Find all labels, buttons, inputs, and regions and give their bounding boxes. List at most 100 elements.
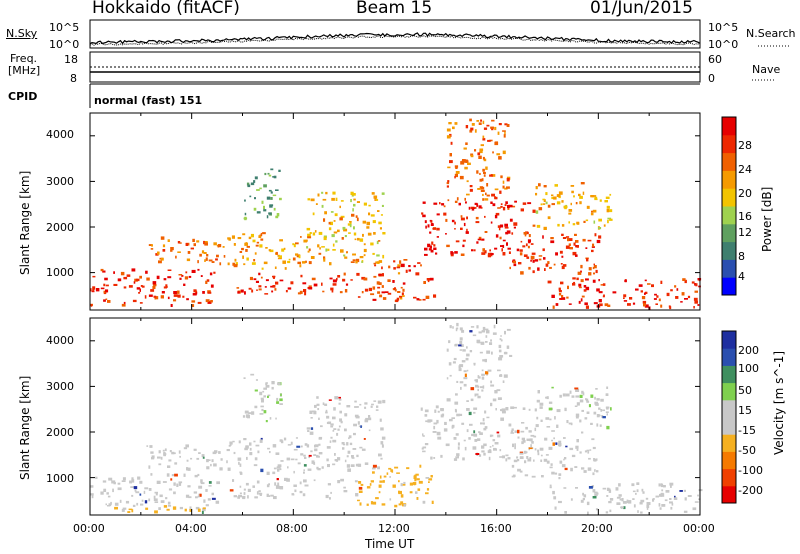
data-cell-5: [341, 237, 344, 240]
data-cell-1: [163, 452, 166, 456]
data-cell-10: [640, 499, 645, 503]
data-cell-9: [593, 263, 595, 266]
data-cell-0: [117, 278, 122, 282]
data-cell-7: [424, 247, 428, 251]
data-cell-7: [486, 416, 490, 419]
data-cell-7: [528, 447, 533, 450]
data-cell-9: [542, 235, 544, 239]
data-cell-7: [466, 228, 468, 232]
data-cell-10: [643, 303, 646, 307]
data-cell-7: [482, 248, 485, 252]
data-cell-10: [642, 300, 647, 304]
data-cell-0: [131, 479, 135, 483]
data-cell-7: [525, 426, 528, 430]
data-cell-1: [197, 260, 199, 264]
xtick-2: 08:00: [276, 522, 308, 535]
data-cell-4: [271, 381, 275, 385]
data-cell-7: [465, 201, 467, 204]
data-cell-10: [626, 499, 629, 503]
data-cell-7: [473, 249, 476, 252]
data-cell-3: [272, 444, 277, 448]
data-cell-10: [605, 511, 609, 514]
data-cell-8: [448, 362, 452, 366]
data-cell-5: [319, 247, 321, 250]
data-cell-2: [343, 272, 346, 276]
data-cell-4: [276, 401, 280, 404]
data-cell-2: [232, 479, 235, 482]
data-cell-7: [484, 215, 486, 218]
data-cell-7: [532, 224, 536, 227]
data-cell-9: [561, 265, 565, 270]
data-cell-0: [139, 302, 143, 304]
data-cell-0: [198, 485, 203, 489]
data-cell-0: [106, 492, 109, 495]
data-cell-3: [239, 472, 243, 475]
data-cell-8: [466, 369, 469, 372]
data-cell-3: [279, 439, 283, 442]
data-cell-8: [469, 330, 473, 333]
data-cell-10: [660, 280, 663, 284]
data-cell-4: [275, 417, 277, 420]
data-cell-3: [241, 247, 244, 251]
data-cell-3: [284, 267, 287, 270]
data-cell-11: [595, 388, 598, 390]
data-cell-10: [583, 285, 587, 288]
data-cell-4: [263, 410, 267, 414]
data-cell-8: [463, 377, 468, 380]
data-cell-6: [425, 295, 430, 299]
data-cell-8: [491, 174, 496, 177]
data-cell-8: [456, 380, 459, 383]
data-cell-10: [638, 284, 643, 287]
data-cell-5: [355, 260, 358, 264]
data-cell-6: [377, 291, 381, 294]
data-cell-11: [607, 217, 612, 220]
data-cell-10: [598, 299, 602, 303]
data-cell-7: [424, 409, 429, 413]
data-cell-11: [545, 396, 548, 399]
data-cell-8: [490, 339, 492, 342]
data-cell-9: [532, 260, 535, 263]
data-cell-3: [316, 466, 319, 469]
data-cell-7: [528, 234, 531, 238]
data-cell-9: [563, 437, 566, 439]
data-cell-7: [461, 422, 465, 425]
data-cell-8: [450, 141, 453, 145]
data-cell-10: [653, 298, 657, 300]
data-cell-2: [248, 287, 252, 290]
data-cell-1: [157, 251, 160, 255]
data-cell-11: [561, 200, 564, 203]
data-cell-6: [359, 502, 362, 506]
data-cell-0: [121, 303, 126, 307]
data-cell-7: [454, 221, 456, 225]
data-cell-7: [430, 249, 434, 253]
data-cell-0: [197, 495, 200, 498]
data-cell-0: [123, 276, 128, 280]
data-cell-0: [100, 491, 104, 495]
data-cell-0: [104, 277, 108, 281]
data-cell-7: [506, 230, 511, 234]
data-cell-2: [299, 290, 303, 294]
data-cell-7: [451, 417, 455, 419]
data-cell-11: [547, 204, 551, 208]
data-cell-7: [436, 431, 441, 436]
data-cell-5: [370, 214, 375, 217]
axis-ticks: [89, 113, 701, 515]
data-cell-8: [492, 151, 494, 154]
data-cell-0: [207, 291, 212, 294]
data-cell-0: [170, 304, 173, 307]
xtick-3: 12:00: [378, 522, 410, 535]
data-cell-8: [485, 335, 488, 338]
data-cell-11: [606, 425, 610, 430]
data-cell-8: [486, 124, 490, 127]
data-cell-7: [508, 251, 511, 254]
data-cell-0: [156, 275, 160, 280]
data-cell-11: [573, 195, 575, 198]
data-cell-9: [513, 263, 517, 267]
data-cell-5: [364, 406, 367, 409]
data-cell-9: [555, 252, 558, 256]
data-cell-5: [323, 236, 327, 241]
colorbar-segment: [722, 206, 736, 225]
data-cell-11: [603, 224, 606, 227]
data-cell-8: [480, 119, 482, 122]
data-cell-10: [615, 487, 619, 491]
